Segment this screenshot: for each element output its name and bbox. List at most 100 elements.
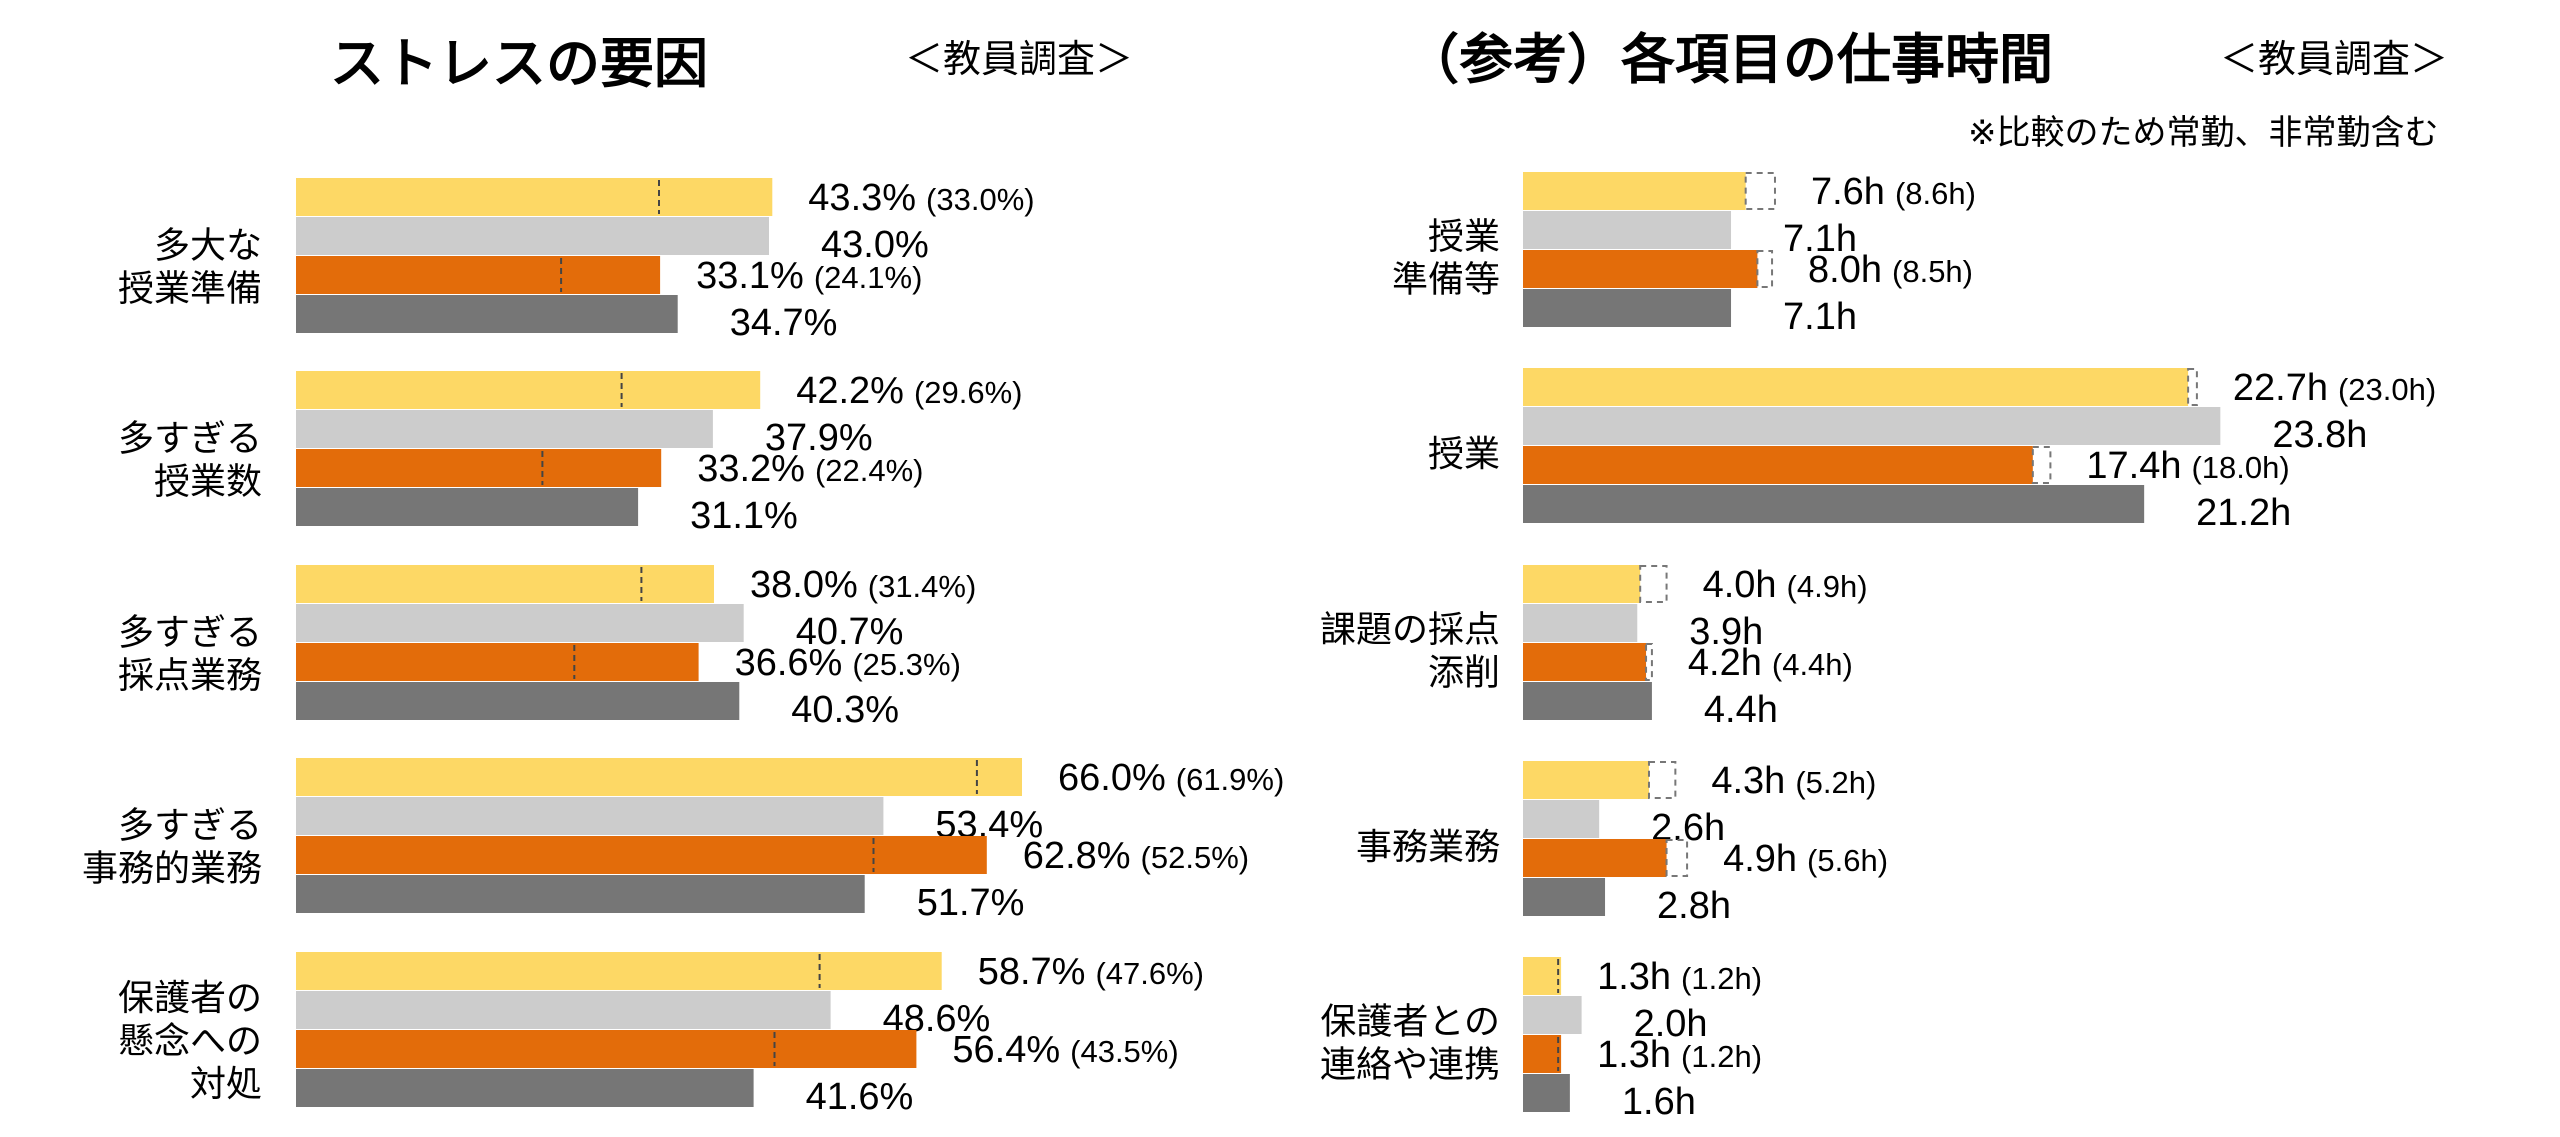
category-label: 多すぎる	[118, 419, 262, 460]
bar	[296, 565, 714, 603]
value-label: 38.0% (31.4%)	[750, 564, 976, 606]
value-label: 40.3%	[791, 689, 899, 731]
value-label: 7.1h	[1783, 218, 1857, 260]
bar	[1523, 957, 1562, 995]
category-label: 保護者との	[1320, 1002, 1500, 1043]
category-label: 多すぎる	[118, 613, 262, 654]
bar	[296, 952, 942, 990]
value-label-main: 21.2h	[2196, 492, 2291, 534]
value-label-main: 4.9h	[1723, 838, 1797, 880]
value-label-main: 4.4h	[1704, 689, 1778, 731]
value-label-previous: (52.5%)	[1141, 840, 1250, 875]
category-label: 懸念への	[118, 1021, 262, 1062]
bar	[296, 682, 740, 720]
value-label: 4.9h (5.6h)	[1723, 838, 1888, 880]
value-label-main: 1.3h	[1597, 956, 1671, 998]
bar	[1523, 996, 1582, 1034]
category-label: 事務業務	[1356, 827, 1500, 868]
value-label: 2.8h	[1657, 885, 1731, 927]
category-label: 授業	[1428, 217, 1500, 258]
category-label: 対処	[190, 1064, 262, 1105]
value-label: 4.4h	[1704, 689, 1778, 731]
bar	[1523, 485, 2145, 523]
value-label: 3.9h	[1689, 611, 1763, 653]
category-label: 準備等	[1392, 260, 1500, 301]
value-label-previous: (5.2h)	[1795, 765, 1876, 800]
value-label: 36.6% (25.3%)	[735, 642, 961, 684]
value-label-main: 41.6%	[806, 1076, 914, 1118]
bar	[296, 991, 831, 1029]
bar	[296, 371, 761, 409]
value-label-previous: (25.3%)	[852, 647, 961, 682]
value-label-main: 40.3%	[791, 689, 899, 731]
value-label-main: 58.7%	[978, 951, 1086, 993]
value-label-main: 51.7%	[917, 882, 1025, 924]
category-label: 授業準備	[118, 269, 262, 310]
bar	[1523, 878, 1606, 916]
value-label: 8.0h (8.5h)	[1808, 249, 1973, 291]
category-label: 採点業務	[118, 656, 262, 697]
value-label: 4.0h (4.9h)	[1703, 564, 1868, 606]
right-survey-tag: ＜教員調査＞	[2220, 37, 2448, 81]
reference-box	[1647, 761, 1677, 799]
value-label-main: 1.6h	[1622, 1081, 1696, 1123]
category-label: 多大な	[154, 226, 262, 267]
category-label: 添削	[1428, 653, 1500, 694]
value-label-main: 4.0h	[1703, 564, 1777, 606]
value-label: 7.1h	[1783, 296, 1857, 338]
value-label-main: 33.2%	[697, 448, 805, 490]
value-label: 41.6%	[806, 1076, 914, 1118]
bar	[1523, 565, 1641, 603]
value-label: 40.7%	[796, 611, 904, 653]
value-label-previous: (33.0%)	[926, 182, 1035, 217]
value-label: 4.2h (4.4h)	[1688, 642, 1853, 684]
value-label-main: 4.2h	[1688, 642, 1762, 684]
bar	[1523, 289, 1732, 327]
value-label-previous: (4.4h)	[1772, 647, 1853, 682]
bar	[296, 178, 773, 216]
value-label-main: 7.1h	[1783, 218, 1857, 260]
value-label: 21.2h	[2196, 492, 2291, 534]
value-label: 23.8h	[2272, 414, 2367, 456]
value-label-previous: (23.0h)	[2338, 372, 2436, 407]
value-label-main: 40.7%	[796, 611, 904, 653]
right-chart-title: （参考）各項目の仕事時間	[1405, 28, 2053, 91]
value-label: 42.2% (29.6%)	[796, 370, 1022, 412]
bar	[296, 1030, 917, 1068]
value-label-previous: (24.1%)	[814, 260, 923, 295]
value-label: 37.9%	[765, 417, 873, 459]
value-label: 66.0% (61.9%)	[1058, 757, 1284, 799]
bar	[296, 488, 639, 526]
value-label-previous: (22.4%)	[815, 453, 924, 488]
value-label-main: 42.2%	[796, 370, 904, 412]
category-label: 課題の採点	[1320, 610, 1500, 651]
bar	[296, 217, 769, 255]
value-label-main: 23.8h	[2272, 414, 2367, 456]
value-label-main: 22.7h	[2233, 367, 2328, 409]
category-label: 授業数	[154, 462, 262, 503]
reference-box	[2187, 368, 2198, 406]
value-label-main: 62.8%	[1023, 835, 1131, 877]
value-label: 4.3h (5.2h)	[1711, 760, 1876, 802]
reference-box	[1645, 643, 1653, 681]
value-label-main: 56.4%	[952, 1029, 1060, 1071]
reference-box	[1744, 172, 1776, 210]
value-label-main: 33.1%	[696, 255, 804, 297]
value-label-main: 17.4h	[2086, 445, 2181, 487]
value-label-previous: (43.5%)	[1070, 1034, 1179, 1069]
bar	[296, 410, 713, 448]
category-label: 保護者の	[118, 978, 262, 1019]
bar	[1523, 211, 1732, 249]
value-label: 51.7%	[917, 882, 1025, 924]
value-label: 31.1%	[690, 495, 798, 537]
category-label: 授業	[1428, 434, 1500, 475]
value-label: 17.4h (18.0h)	[2086, 445, 2289, 487]
bar	[296, 449, 662, 487]
bar	[296, 256, 661, 294]
bar	[1523, 446, 2033, 484]
value-label-previous: (5.6h)	[1807, 843, 1888, 878]
value-label: 22.7h (23.0h)	[2233, 367, 2436, 409]
value-label-main: 8.0h	[1808, 249, 1882, 291]
bar	[1523, 604, 1638, 642]
value-label-main: 66.0%	[1058, 757, 1166, 799]
